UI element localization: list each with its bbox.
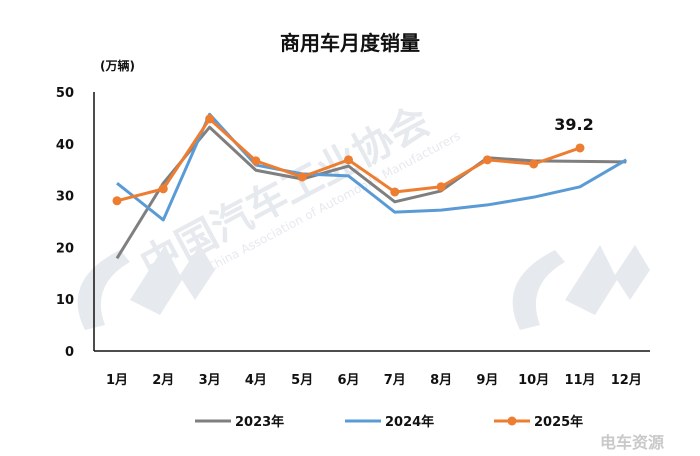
y-tick-label: 30 xyxy=(56,190,74,205)
x-tick-label: 6月 xyxy=(337,373,359,388)
y-tick-label: 0 xyxy=(65,345,74,360)
y-tick-label: 50 xyxy=(56,86,74,101)
data-point-2025年 xyxy=(436,182,446,192)
corner-watermark: 电车资源 xyxy=(600,433,664,452)
data-point-2025年 xyxy=(344,155,353,165)
legend-label: 2025年 xyxy=(534,414,583,430)
watermark-logo-icon xyxy=(77,245,215,330)
x-tick-label: 2月 xyxy=(152,373,174,388)
chart-title: 商用车月度销量 xyxy=(280,31,420,55)
data-point-2025年 xyxy=(112,196,122,206)
x-tick-label: 7月 xyxy=(384,373,406,388)
data-point-2025年 xyxy=(390,187,400,197)
legend-label: 2023年 xyxy=(235,414,284,430)
legend-marker xyxy=(507,416,517,426)
data-point-2025年 xyxy=(529,159,539,169)
data-point-2025年 xyxy=(158,184,168,194)
x-tick-label: 12月 xyxy=(611,373,642,388)
x-tick-label: 10月 xyxy=(518,373,549,388)
data-point-2025年 xyxy=(251,156,261,166)
data-point-2025年 xyxy=(297,172,307,182)
data-point-2025年 xyxy=(205,114,215,124)
x-tick-label: 5月 xyxy=(291,373,313,388)
x-tick-label: 4月 xyxy=(245,373,267,388)
x-tick-label: 8月 xyxy=(430,373,452,388)
watermark-logo-icon xyxy=(512,245,650,330)
y-tick-label: 40 xyxy=(56,138,74,153)
x-tick-label: 3月 xyxy=(199,373,221,388)
data-label: 39.2 xyxy=(554,115,593,134)
x-tick-label: 9月 xyxy=(476,373,498,388)
y-tick-label: 20 xyxy=(56,241,74,256)
data-point-2025年 xyxy=(575,143,585,153)
data-point-2025年 xyxy=(482,155,492,165)
x-tick-label: 1月 xyxy=(106,373,128,388)
x-tick-label: 11月 xyxy=(564,373,595,388)
y-axis-unit: (万辆) xyxy=(100,58,135,73)
legend-label: 2024年 xyxy=(385,414,434,430)
y-tick-label: 10 xyxy=(56,293,74,308)
